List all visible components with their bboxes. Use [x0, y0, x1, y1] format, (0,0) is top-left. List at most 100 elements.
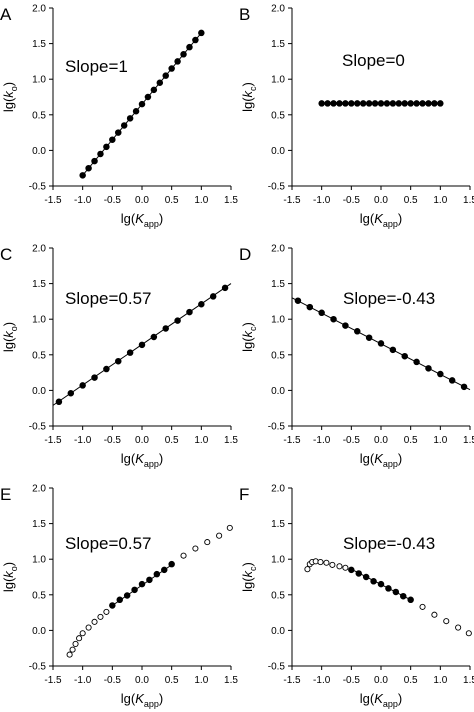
- y-tick-label: 2.0: [271, 244, 285, 255]
- data-point-open: [317, 558, 324, 566]
- data-point-filled: [174, 317, 181, 324]
- data-point-filled: [153, 570, 161, 578]
- x-tick-label: 1.5: [224, 435, 238, 446]
- data-point-filled: [103, 143, 110, 151]
- data-point-open: [91, 618, 98, 625]
- data-point-open: [323, 559, 330, 566]
- panel-letter: C: [0, 245, 12, 264]
- data-point-filled: [131, 586, 138, 594]
- y-tick-label: 0.5: [271, 590, 285, 601]
- data-point-filled: [395, 100, 403, 107]
- data-point-filled: [109, 136, 116, 143]
- data-point-open: [455, 624, 462, 631]
- data-point-filled: [198, 29, 205, 37]
- y-tick-label: 1.0: [271, 75, 285, 86]
- data-point-open: [443, 618, 450, 625]
- y-tick-label: 1.0: [32, 555, 46, 566]
- data-point-filled: [186, 43, 193, 51]
- y-tick-label: 0.0: [271, 386, 285, 397]
- data-point-filled: [377, 580, 385, 588]
- data-point-filled: [146, 576, 153, 584]
- x-tick-label: 0.5: [404, 675, 418, 686]
- slope-annotation: Slope=0.57: [65, 534, 152, 553]
- data-point-open: [76, 635, 83, 642]
- data-point-filled: [342, 100, 349, 107]
- y-axis-label: lg(kc): [240, 82, 258, 112]
- y-tick-label: 0.0: [32, 626, 46, 637]
- data-point-filled: [174, 58, 181, 65]
- slope-annotation: Slope=0: [342, 51, 405, 70]
- y-tick-label: 1.0: [271, 315, 285, 326]
- x-tick-label: 1.0: [194, 195, 208, 206]
- y-tick-label: 1.5: [271, 279, 285, 290]
- data-point-filled: [109, 602, 116, 609]
- y-tick-label: 2.0: [271, 4, 285, 15]
- data-point-filled: [324, 100, 331, 107]
- data-point-filled: [91, 374, 98, 381]
- slope-annotation: Slope=0.57: [65, 289, 152, 308]
- x-tick-label: -1.0: [313, 675, 331, 686]
- x-tick-label: -1.0: [74, 195, 92, 206]
- panel-f: -0.5 0.0 0.5 1.0 1.5 2.0 -1.5 -1.0 -0.5 0.0 0.5 1.0…: [239, 484, 474, 710]
- data-point-filled: [354, 100, 361, 107]
- x-tick-label: -1.5: [283, 435, 301, 446]
- data-point-filled: [198, 300, 205, 308]
- data-point-filled: [168, 560, 175, 568]
- data-point-filled: [355, 570, 363, 577]
- x-axis-label: lg(Kapp): [360, 451, 403, 469]
- panel-c: -0.5 0.0 0.5 1.0 1.5 2.0 -1.5 -1.0 -0.5 0.0 0.5 1.0…: [0, 244, 238, 470]
- y-tick-label: 0.5: [32, 350, 46, 361]
- data-point-filled: [407, 100, 414, 107]
- data-point-filled: [336, 100, 343, 107]
- data-point-filled: [425, 365, 432, 372]
- y-tick-label: 1.5: [32, 39, 46, 50]
- data-point-filled: [79, 382, 86, 389]
- data-point-filled: [67, 389, 75, 397]
- slope-annotation: Slope=-0.43: [343, 534, 435, 553]
- data-point-filled: [425, 100, 432, 107]
- data-point-filled: [348, 100, 355, 107]
- data-point-filled: [168, 65, 175, 72]
- data-point-filled: [294, 297, 302, 304]
- y-tick-label: 0.0: [32, 146, 46, 157]
- data-point-filled: [385, 585, 392, 592]
- data-point-filled: [389, 100, 397, 107]
- data-point-open: [431, 611, 438, 618]
- data-point-filled: [383, 100, 391, 107]
- data-point-open: [204, 539, 211, 546]
- data-point-filled: [156, 79, 164, 87]
- y-tick-label: -0.5: [268, 182, 286, 193]
- data-point-open: [336, 563, 343, 570]
- x-tick-label: -1.0: [313, 195, 331, 206]
- x-tick-label: -1.5: [283, 195, 301, 206]
- panel-a: -0.5 0.0 0.5 1.0 1.5 2.0 -1.5 -1.0 -0.5 0.0 0.5 1.0…: [0, 4, 238, 230]
- data-point-filled: [126, 115, 134, 122]
- x-tick-label: -0.5: [343, 675, 361, 686]
- data-point-filled: [448, 377, 456, 384]
- data-point-filled: [437, 100, 444, 107]
- data-point-filled: [116, 596, 123, 604]
- x-tick-label: -0.5: [343, 435, 361, 446]
- data-point-filled: [115, 129, 122, 136]
- data-point-open: [85, 624, 92, 631]
- x-tick-label: -1.5: [44, 675, 62, 686]
- x-axis-label: lg(Kapp): [121, 691, 164, 709]
- x-tick-label: 1.5: [463, 195, 474, 206]
- data-point-open: [329, 561, 336, 568]
- y-tick-label: -0.5: [29, 182, 47, 193]
- data-point-filled: [138, 580, 146, 588]
- data-point-filled: [138, 341, 146, 349]
- x-tick-label: -1.5: [44, 195, 62, 206]
- x-tick-label: 0.0: [374, 435, 388, 446]
- data-point-filled: [180, 51, 187, 58]
- y-axis-label: lg(ko): [1, 82, 19, 112]
- y-tick-label: -0.5: [268, 662, 286, 673]
- x-tick-label: 0.5: [404, 195, 418, 206]
- panel-letter: A: [0, 5, 12, 24]
- y-tick-label: 0.5: [32, 590, 46, 601]
- x-tick-label: 1.0: [194, 675, 208, 686]
- data-point-filled: [362, 573, 370, 581]
- data-point-filled: [55, 398, 63, 406]
- data-point-filled: [150, 333, 158, 341]
- x-tick-label: 0.5: [165, 675, 179, 686]
